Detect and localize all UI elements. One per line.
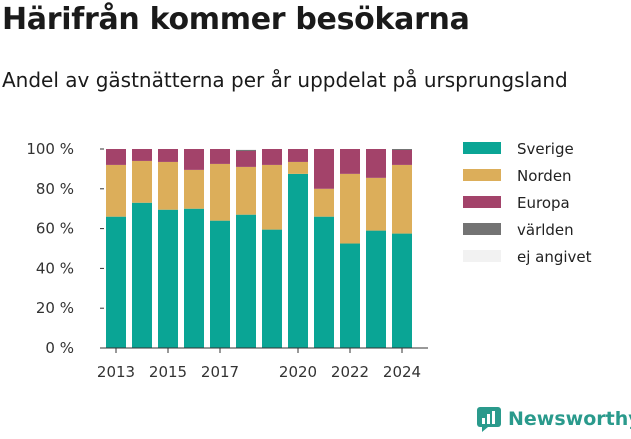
bar-segment-2015-Norden (158, 161, 178, 210)
x-tick-label: 2020 (279, 363, 317, 381)
x-tick-label: 2017 (201, 363, 239, 381)
y-tick-label: 40 % (36, 259, 74, 277)
bar-segment-2014-Sverige (132, 202, 152, 348)
bar-segment-2022-Sverige (340, 243, 360, 348)
bar-segment-2017-Norden (210, 163, 230, 221)
bar-segment-2024-Sverige (392, 233, 412, 348)
legend-label: ej angivet (517, 248, 592, 266)
bar-segment-2019-Sverige (262, 229, 282, 348)
bar-segment-2014-Europa (132, 149, 152, 161)
bar-segment-2015-Sverige (158, 209, 178, 348)
y-tick-label: 100 % (26, 140, 74, 158)
bar-segment-2017-Europa (210, 149, 230, 164)
bar-segment-2018-Sverige (236, 214, 256, 348)
bar-segment-2023-Sverige (366, 230, 386, 348)
legend-label: Sverige (517, 140, 574, 158)
legend-label: Norden (517, 167, 572, 185)
legend-swatch-världen (463, 223, 501, 235)
chart-subtitle: Andel av gästnätterna per år uppdelat på… (2, 68, 568, 92)
bar-segment-2013-Europa (106, 149, 126, 165)
bar-segment-2018-Norden (236, 166, 256, 215)
newsworthy-chart-icon (477, 407, 501, 432)
x-tick-label: 2015 (149, 363, 187, 381)
legend-swatch-Norden (463, 169, 501, 181)
bar-segment-2020-Europa (288, 149, 308, 162)
bar-segment-2016-Sverige (184, 208, 204, 348)
bar-segment-2020-Norden (288, 161, 308, 174)
bar-segment-2018-ej-angivet (236, 149, 256, 150)
x-tick-label: 2013 (97, 363, 135, 381)
bar-segment-2024-Norden (392, 164, 412, 234)
bar-segment-2017-Sverige (210, 220, 230, 348)
bar-segment-2021-Sverige (314, 216, 334, 348)
y-tick-label: 0 % (45, 339, 74, 357)
brand-logo: Newsworthy (476, 406, 631, 432)
bar-segment-2019-Europa (262, 149, 282, 165)
legend-swatch-Sverige (463, 142, 501, 154)
bar-segment-2018-Europa (236, 150, 256, 167)
bar-segment-2015-Europa (158, 149, 178, 162)
brand-name: Newsworthy (508, 408, 631, 430)
bar-segment-2023-Norden (366, 177, 386, 231)
y-tick-label: 60 % (36, 220, 74, 238)
bar-segment-2021-Norden (314, 188, 334, 217)
chart-title: Härifrån kommer besökarna (2, 2, 470, 37)
y-tick-label: 20 % (36, 299, 74, 317)
legend-swatch-ej-angivet (463, 250, 501, 262)
bar-segment-2019-Norden (262, 164, 282, 230)
x-tick-label: 2022 (331, 363, 369, 381)
bar-segment-2016-Norden (184, 169, 204, 209)
bar-segment-2014-Norden (132, 160, 152, 203)
x-tick-label: 2024 (383, 363, 421, 381)
y-tick-label: 80 % (36, 180, 74, 198)
legend-swatch-Europa (463, 196, 501, 208)
bar-segment-2020-Sverige (288, 173, 308, 348)
bar-segment-2021-Europa (314, 149, 334, 189)
bar-segment-2013-Norden (106, 164, 126, 217)
bar-segment-2024-världen (392, 149, 412, 150)
bar-segment-2013-Sverige (106, 216, 126, 348)
legend-label: världen (517, 221, 574, 239)
bar-segment-2024-Europa (392, 149, 412, 165)
legend-label: Europa (517, 194, 570, 212)
bar-segment-2022-Norden (340, 173, 360, 244)
bar-segment-2018-världen (236, 149, 256, 151)
bar-segment-2022-Europa (340, 149, 360, 174)
bar-segment-2023-Europa (366, 149, 386, 178)
bar-segment-2016-Europa (184, 149, 204, 170)
